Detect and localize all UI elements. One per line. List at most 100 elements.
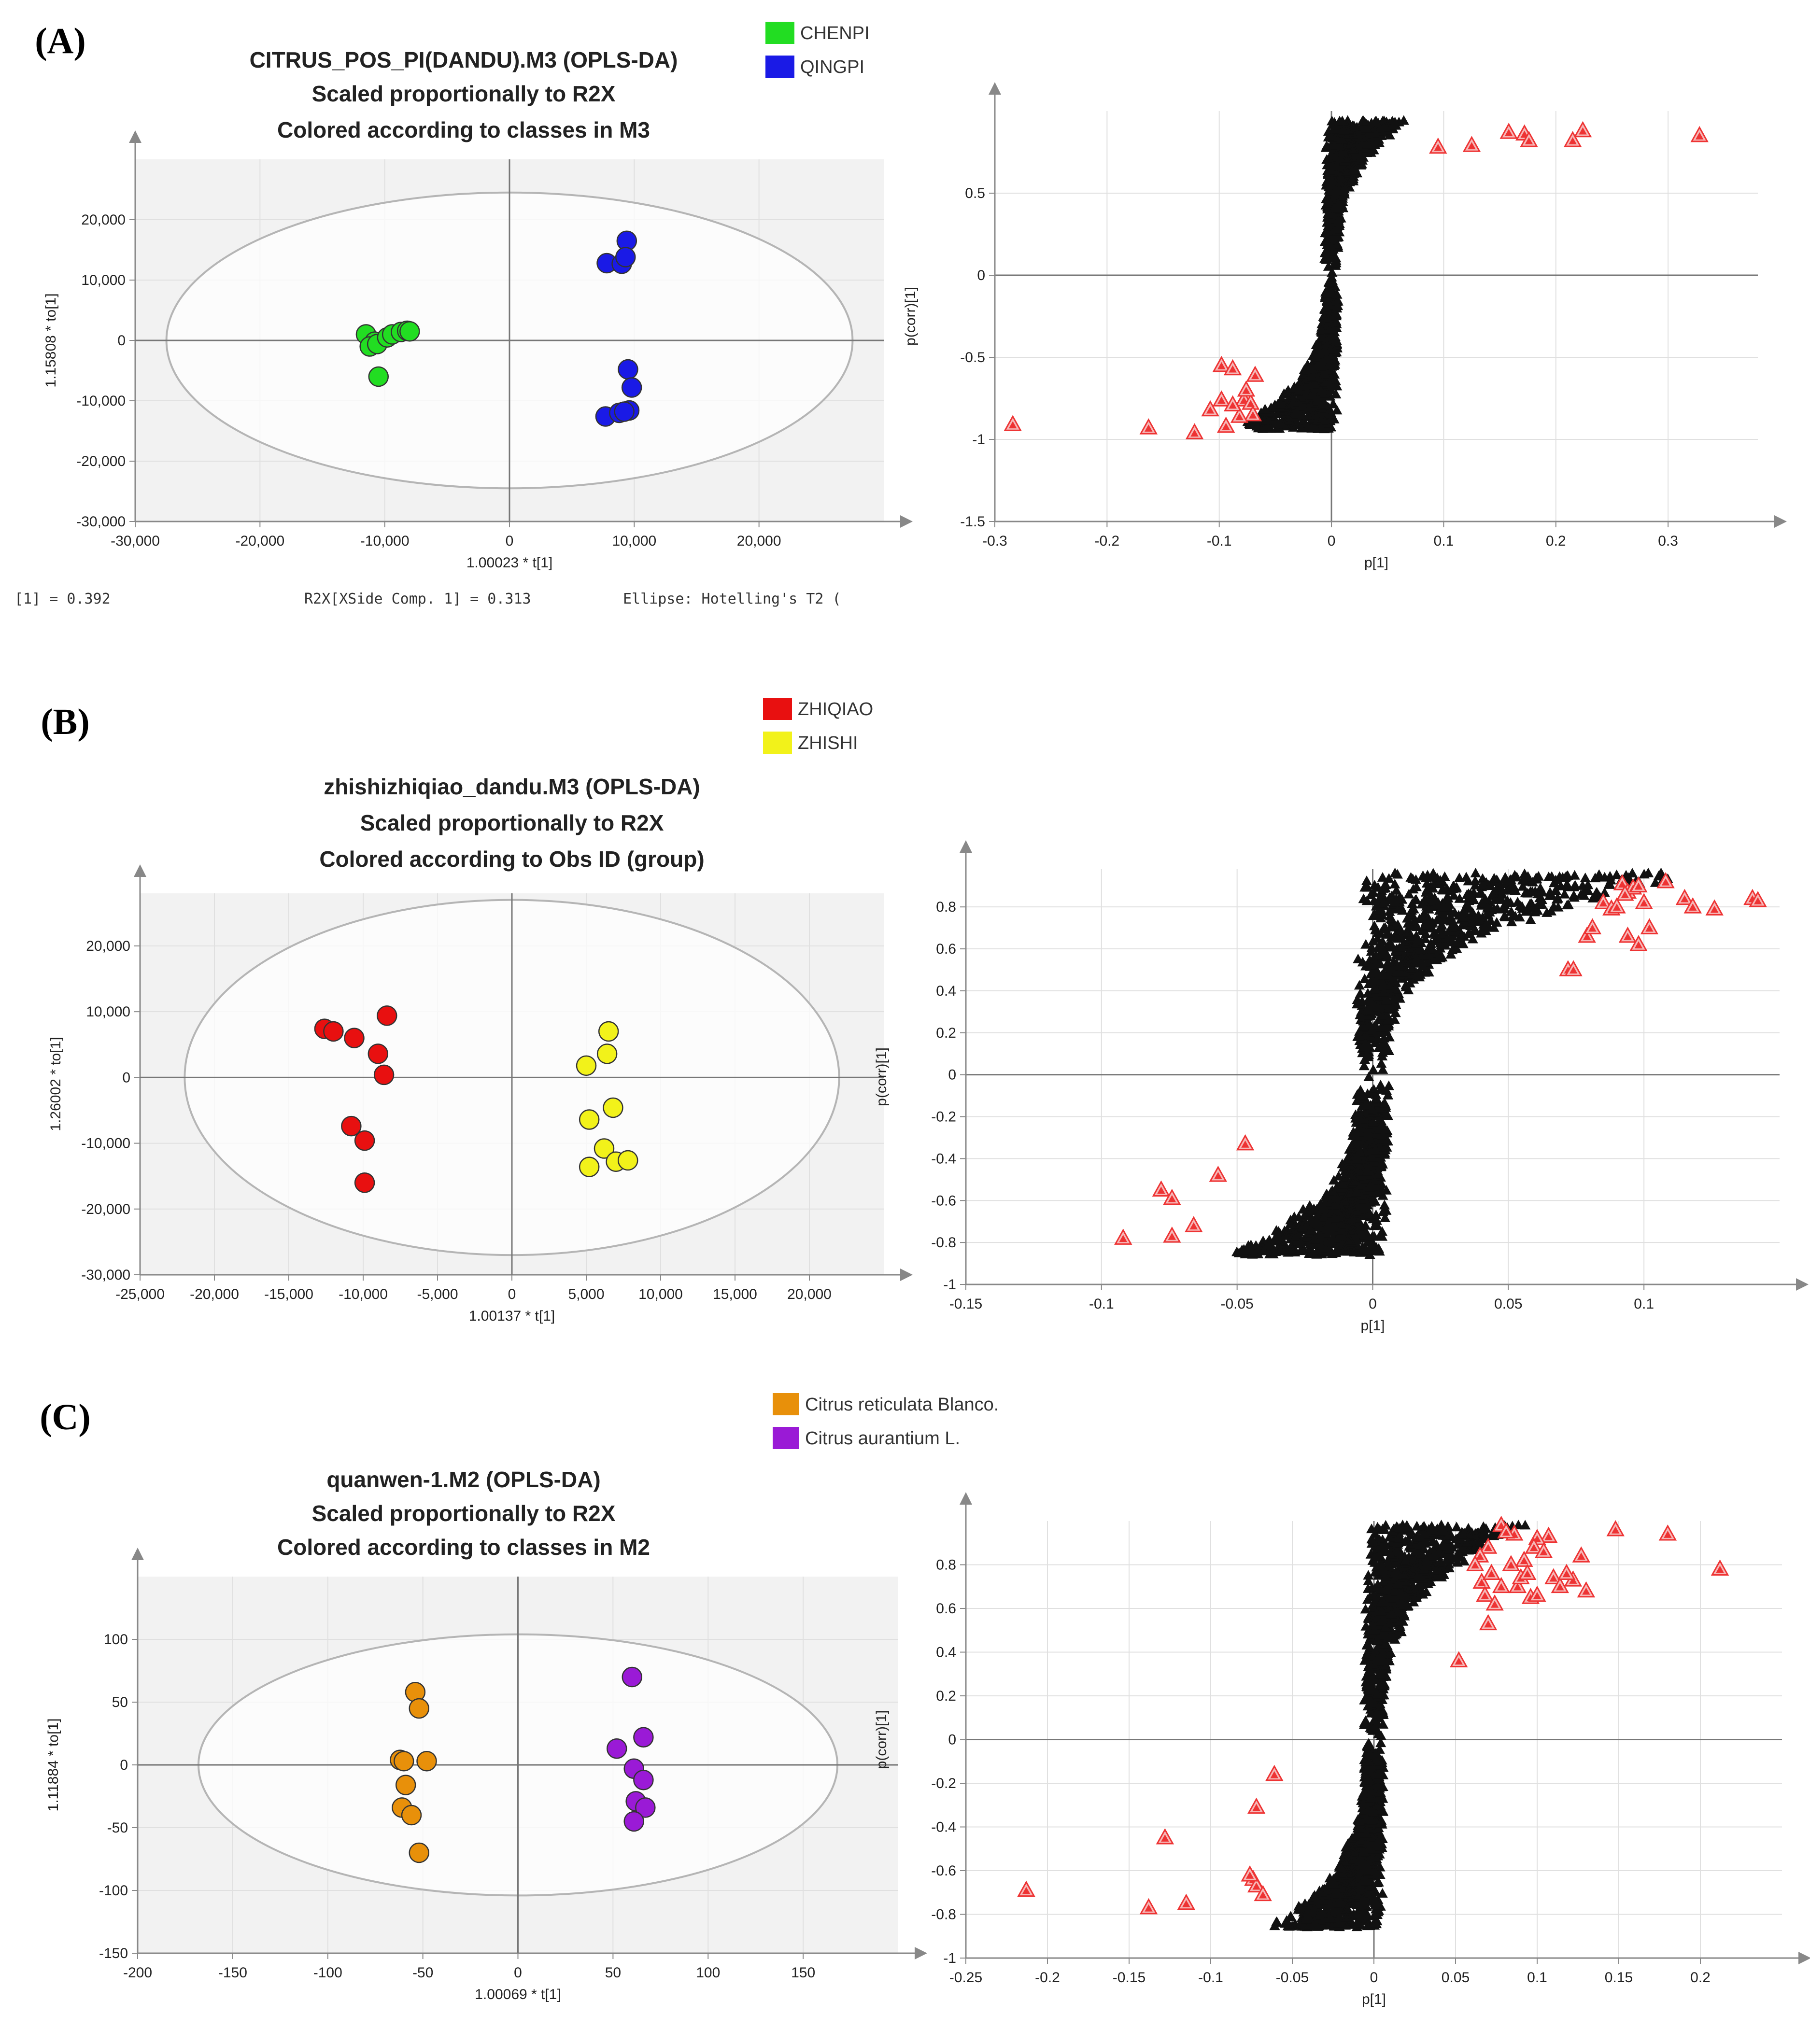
variable-marker (1355, 988, 1366, 998)
x-tick-label: -0.15 (1113, 1970, 1145, 1986)
variable-marker (1343, 1154, 1354, 1164)
variable-marker (1325, 1224, 1336, 1234)
variable-marker (1305, 1225, 1316, 1235)
variable-marker (1290, 1232, 1301, 1242)
variable-marker (1537, 887, 1548, 897)
variable-marker (1346, 1169, 1357, 1179)
variable-marker (1550, 874, 1561, 885)
variable-marker (1324, 277, 1335, 287)
y-tick-label: 0.4 (936, 1645, 956, 1661)
y-tick-label: -0.2 (931, 1109, 956, 1125)
chart-B-splot: -0.15 -0.1 -0.05 0 0.05 0.1-1-0.8-0.6-0.4-0.2… (874, 840, 1809, 1334)
x-tick-label: 50 (605, 1965, 621, 1981)
footer-text: [1] = 0.392 (14, 591, 111, 607)
variable-marker (1371, 1215, 1382, 1225)
x-tick-label: -0.2 (1095, 533, 1120, 549)
variable-marker (1435, 915, 1446, 925)
panel-label: (C) (40, 1397, 91, 1438)
variable-marker (1470, 880, 1481, 890)
chart-title-line: CITRUS_POS_PI(DANDU).M3 (OPLS-DA) (250, 47, 678, 72)
variable-marker (1376, 1058, 1387, 1068)
variable-marker (1359, 882, 1371, 892)
y-tick-label: -1.5 (960, 514, 985, 530)
x-tick-label: 0 (506, 533, 514, 549)
variable-marker (1518, 874, 1529, 885)
significant-marker-inner (1661, 878, 1670, 886)
variable-marker (1436, 939, 1447, 949)
significant-marker-inner (1634, 882, 1643, 890)
x-tick-label: 0.05 (1494, 1296, 1522, 1312)
variable-marker (1362, 987, 1373, 998)
variable-marker (1541, 907, 1553, 917)
variable-marker (1411, 921, 1422, 931)
variable-marker (1340, 1161, 1351, 1170)
variable-marker (1354, 1035, 1365, 1045)
variable-marker (1376, 970, 1387, 980)
variable-marker (1563, 900, 1574, 910)
variable-marker (1368, 1084, 1379, 1094)
variable-marker (1352, 1089, 1363, 1099)
chart-title-line: Scaled proportionally to R2X (312, 81, 616, 106)
variable-marker (1321, 288, 1332, 298)
variable-marker (1332, 300, 1343, 310)
x-axis-arrow (1796, 1278, 1809, 1291)
legend-label: ZHISHI (798, 733, 858, 753)
x-tick-label: 0 (1369, 1296, 1377, 1312)
y-tick-label: -0.4 (931, 1819, 956, 1835)
x-axis-arrow (1798, 1952, 1810, 1964)
variable-marker (1381, 929, 1392, 938)
variable-marker (1318, 345, 1329, 355)
significant-marker-inner (1119, 1235, 1128, 1242)
variable-marker (1320, 377, 1331, 387)
variable-marker (1309, 1234, 1320, 1244)
variable-marker (1561, 879, 1572, 889)
x-tick-label: 150 (791, 1965, 815, 1981)
variable-marker (1382, 1089, 1394, 1100)
variable-marker (1377, 872, 1388, 882)
variable-marker (1536, 899, 1547, 909)
variable-marker (1362, 1126, 1373, 1136)
variable-marker (1611, 869, 1622, 879)
variable-marker (1427, 923, 1438, 933)
variable-marker (1373, 1876, 1384, 1887)
x-tick-label: -25,000 (115, 1286, 165, 1302)
variable-marker (1353, 954, 1364, 963)
panel-label: (B) (41, 702, 89, 742)
variable-marker (1307, 372, 1318, 382)
score-point-zhiqiao (368, 1043, 389, 1064)
variable-marker (1331, 318, 1342, 328)
variable-marker (1650, 877, 1661, 887)
variable-marker (1520, 888, 1531, 898)
variable-marker (1396, 1549, 1407, 1558)
variable-marker (1325, 366, 1336, 376)
variable-marker (1376, 1679, 1387, 1690)
variable-marker (1362, 1583, 1374, 1593)
significant-marker-inner (1249, 411, 1257, 419)
variable-marker (1348, 143, 1359, 154)
variable-marker (1350, 1186, 1362, 1197)
variable-marker (1331, 289, 1343, 298)
variable-marker (1363, 1071, 1374, 1082)
variable-marker (1397, 894, 1408, 904)
variable-marker (1379, 1098, 1390, 1108)
variable-marker (1348, 1176, 1359, 1186)
variable-marker (1506, 906, 1517, 916)
significant-marker-inner (1214, 1172, 1222, 1179)
x-axis-label: p[1] (1362, 1991, 1386, 2007)
variable-marker (1499, 878, 1511, 888)
significant-marker-inner (1710, 905, 1719, 913)
variable-marker (1407, 898, 1418, 908)
variable-marker (1270, 1246, 1281, 1256)
significant-marker-inner (1251, 372, 1259, 380)
variable-marker (1371, 116, 1382, 127)
x-axis-label: 1.00023 * t[1] (467, 555, 552, 571)
variable-marker (1321, 1229, 1332, 1239)
variable-marker (1390, 897, 1401, 907)
variable-marker (1323, 126, 1334, 136)
variable-marker (1389, 878, 1400, 888)
variable-marker (1505, 874, 1516, 884)
variable-marker (1311, 339, 1322, 349)
y-tick-label: 0.2 (936, 1688, 956, 1704)
variable-marker (1437, 907, 1448, 917)
